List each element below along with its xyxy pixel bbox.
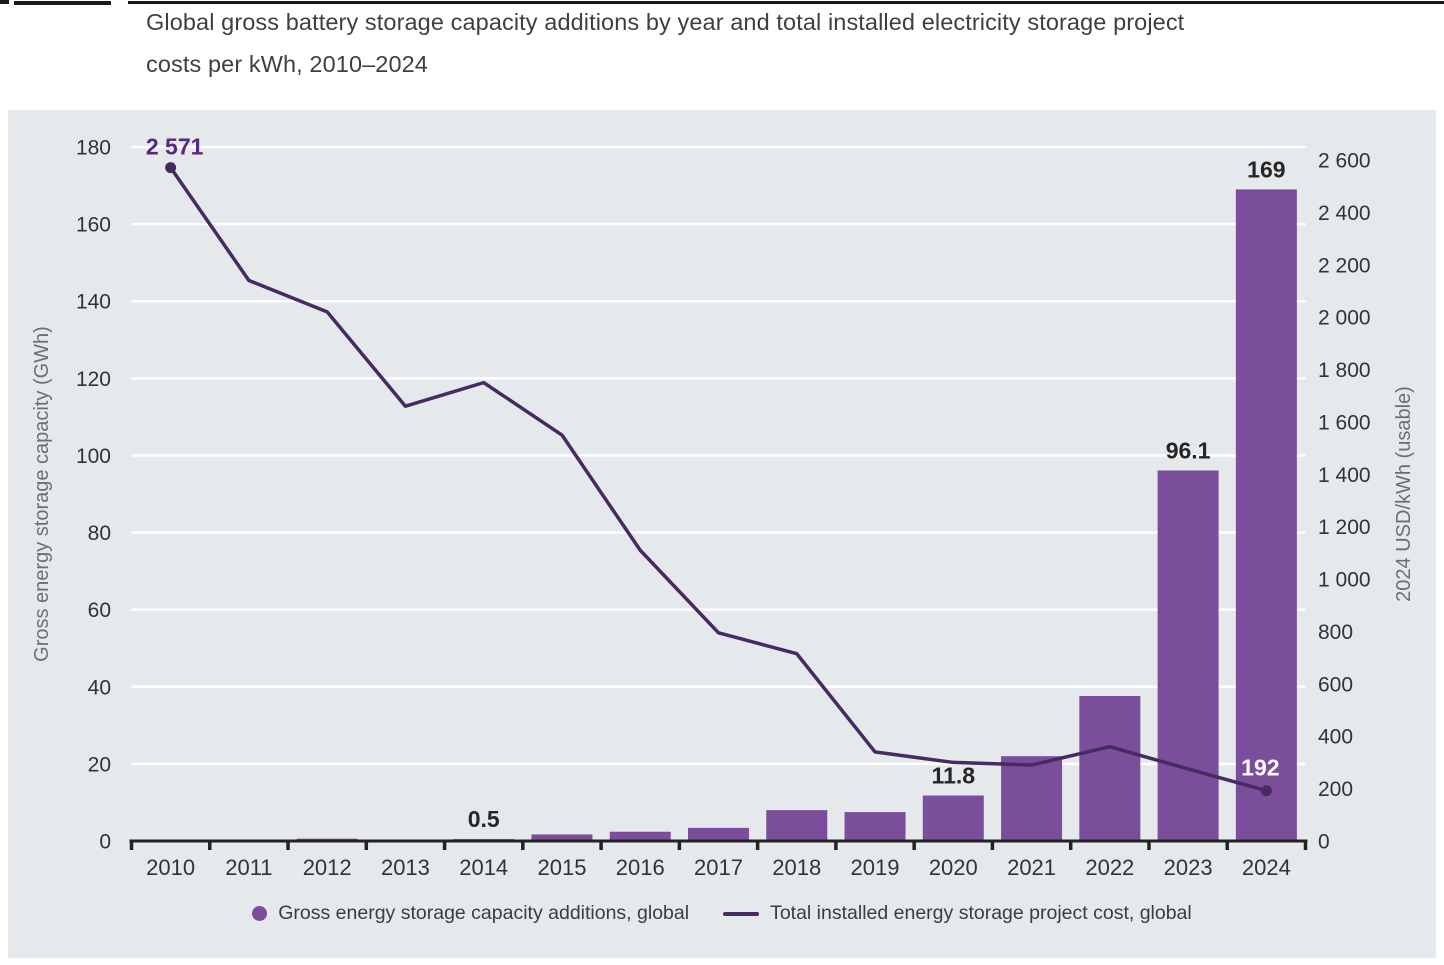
x-tick-label: 2013 <box>381 855 430 880</box>
x-tick-label: 2015 <box>537 855 586 880</box>
x-tick-label: 2023 <box>1164 855 1213 880</box>
x-tick-label: 2020 <box>929 855 978 880</box>
x-tick-label: 2011 <box>225 855 272 880</box>
bar-2019 <box>844 812 906 841</box>
left-tick-label: 20 <box>88 753 111 776</box>
x-tick-label: 2022 <box>1085 855 1134 880</box>
bar-2015 <box>531 834 593 841</box>
right-tick-label: 1 800 <box>1318 359 1371 382</box>
cost-line <box>168 165 1269 793</box>
chart-panel: 0 20 40 60 80 100 120 140 160 180 0 200 400 600 800 1 0… <box>8 110 1436 958</box>
bar-2024 <box>1235 189 1297 841</box>
data-label-192: 192 <box>1241 755 1279 781</box>
header-rule-short <box>14 1 111 5</box>
left-tick-label: 100 <box>76 445 111 468</box>
right-tick-label: 600 <box>1318 673 1353 696</box>
legend-label-capacity: Gross energy storage capacity additions,… <box>278 902 690 924</box>
header-rule-long <box>128 1 1444 4</box>
x-tick-label: 2024 <box>1242 855 1291 880</box>
bar-2020 <box>922 795 984 841</box>
bar-2023 <box>1157 470 1219 841</box>
left-tick-label: 120 <box>76 368 111 391</box>
data-label-169: 169 <box>1247 156 1285 182</box>
data-label-96.1: 96.1 <box>1166 437 1211 463</box>
data-label-11.8: 11.8 <box>932 763 976 789</box>
right-tick-label: 800 <box>1318 621 1353 644</box>
right-tick-label: 400 <box>1318 726 1353 749</box>
legend-item-cost: Total installed energy storage project c… <box>723 902 1192 925</box>
legend-item-capacity: Gross energy storage capacity additions,… <box>252 902 689 925</box>
bar-2016 <box>609 831 671 841</box>
right-tick-label: 1 200 <box>1318 516 1371 539</box>
left-tick-label: 180 <box>76 137 111 160</box>
left-tick-label: 140 <box>76 291 111 314</box>
x-tick-label: 2017 <box>694 855 743 880</box>
bar-2022 <box>1079 696 1141 841</box>
left-tick-label: 60 <box>88 599 111 622</box>
x-tick-label: 2018 <box>772 855 821 880</box>
figure-title-line2: costs per kWh, 2010–2024 <box>146 51 428 77</box>
bar-2018 <box>766 810 828 841</box>
data-label-0.5: 0.5 <box>468 806 500 832</box>
right-tick-label: 2 400 <box>1318 202 1371 225</box>
header-rule-tick <box>0 0 9 4</box>
left-tick-label: 80 <box>88 522 111 545</box>
x-tick-label: 2021 <box>1007 855 1056 880</box>
right-tick-label: 2 000 <box>1318 307 1371 330</box>
left-tick-label: 0 <box>99 831 111 854</box>
x-tick-label: 2014 <box>459 855 508 880</box>
x-tick-label: 2019 <box>851 855 900 880</box>
right-tick-label: 2 200 <box>1318 254 1371 277</box>
left-tick-label: 40 <box>88 676 111 699</box>
right-axis-title: 2024 USD/kWh (usable) <box>1393 386 1415 602</box>
right-tick-label: 1 400 <box>1318 464 1371 487</box>
right-tick-label: 2 600 <box>1318 150 1371 173</box>
line-marker-2024 <box>1260 785 1272 797</box>
legend-circle-marker <box>252 906 268 921</box>
x-tick-label: 2010 <box>146 855 195 880</box>
chart-legend: Gross energy storage capacity additions,… <box>8 902 1436 925</box>
legend-label-cost: Total installed energy storage project c… <box>770 902 1192 924</box>
right-tick-label: 0 <box>1318 831 1330 854</box>
chart-canvas: 0 20 40 60 80 100 120 140 160 180 0 200 400 600 800 1 0… <box>31 134 1415 880</box>
x-tick-label: 2016 <box>616 855 665 880</box>
bar-2017 <box>688 827 749 841</box>
right-tick-label: 1 600 <box>1318 411 1371 434</box>
data-label-2571: 2 571 <box>146 134 204 160</box>
left-tick-label: 160 <box>76 214 111 237</box>
figure-title: Global gross battery storage capacity ad… <box>146 1 1436 85</box>
legend-line-marker <box>723 911 760 916</box>
figure-title-line1: Global gross battery storage capacity ad… <box>146 9 1185 35</box>
x-tick-label: 2012 <box>303 855 352 880</box>
left-axis-title: Gross energy storage capacity (GWh) <box>31 326 53 662</box>
bar-2021 <box>1001 756 1063 841</box>
right-tick-label: 200 <box>1318 778 1353 801</box>
line-marker-2010 <box>165 162 177 174</box>
right-tick-label: 1 000 <box>1318 569 1371 592</box>
